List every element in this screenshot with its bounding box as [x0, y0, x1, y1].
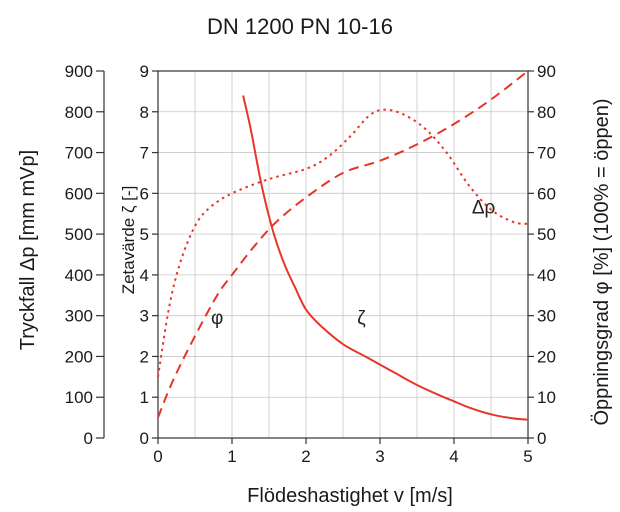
zeta-axis: 0 1 2 3 4 5 6 7 8 9	[140, 62, 158, 448]
chart-title: DN 1200 PN 10-16	[207, 14, 393, 39]
x-tick-label: 1	[227, 447, 236, 466]
pressure-axis: 0 100 200 300 400 500 600 700 800 900	[65, 62, 105, 448]
opening-tick-label: 70	[537, 144, 556, 163]
zeta-tick-label: 5	[140, 225, 149, 244]
opening-tick-label: 0	[537, 429, 546, 448]
opening-tick-label: 20	[537, 347, 556, 366]
x-tick-label: 5	[523, 447, 532, 466]
pressure-tick-label: 300	[65, 307, 93, 326]
chart-grid	[158, 71, 528, 438]
pressure-tick-label: 900	[65, 62, 93, 81]
pressure-tick-label: 700	[65, 144, 93, 163]
zeta-tick-label: 8	[140, 103, 149, 122]
opening-tick-label: 40	[537, 266, 556, 285]
x-tick-label: 2	[301, 447, 310, 466]
opening-tick-label: 30	[537, 307, 556, 326]
zeta-tick-label: 7	[140, 144, 149, 163]
plot-border	[157, 70, 529, 439]
zeta-tick-label: 9	[140, 62, 149, 81]
pressure-tick-label: 500	[65, 225, 93, 244]
pressure-tick-label: 800	[65, 103, 93, 122]
x-axis-title: Flödeshastighet v [m/s]	[247, 485, 453, 507]
opening-tick-label: 80	[537, 103, 556, 122]
pressure-axis-title: Tryckfall Δp [mm mVp]	[17, 150, 39, 350]
curve-label: ζ	[357, 308, 366, 329]
series-layer	[157, 70, 529, 421]
x-tick-label: 4	[449, 447, 458, 466]
zeta-tick-label: 0	[140, 429, 149, 448]
curve-labels: φ ζ Δρ	[211, 198, 496, 329]
curve-label: Δρ	[472, 198, 496, 219]
series-dotted-line	[157, 108, 529, 377]
opening-tick-label: 50	[537, 225, 556, 244]
zeta-tick-label: 3	[140, 307, 149, 326]
pressure-tick-label: 200	[65, 347, 93, 366]
zeta-tick-label: 2	[140, 347, 149, 366]
pressure-tick-label: 600	[65, 184, 93, 203]
pressure-tick-label: 400	[65, 266, 93, 285]
zeta-tick-label: 4	[140, 266, 149, 285]
curve-label: φ	[211, 308, 223, 329]
x-tick-label: 3	[375, 447, 384, 466]
opening-axis-title: Öppningsgrad φ [%] (100% = öppen)	[591, 98, 613, 425]
pressure-tick-label: 100	[65, 388, 93, 407]
opening-axis: 0 10 20 30 40 50 60 70 80 90	[528, 62, 556, 448]
opening-tick-label: 60	[537, 184, 556, 203]
zeta-axis-title: Zetavärde ζ [-]	[119, 186, 138, 295]
series-solid-line	[242, 95, 529, 421]
zeta-tick-label: 6	[140, 184, 149, 203]
x-tick-label: 0	[153, 447, 162, 466]
x-axis: 0 1 2 3 4 5	[153, 438, 533, 466]
opening-tick-label: 90	[537, 62, 556, 81]
zeta-tick-label: 1	[140, 388, 149, 407]
plot-frame	[157, 70, 529, 439]
pressure-tick-label: 0	[84, 429, 93, 448]
series-dashed-line	[157, 70, 529, 418]
opening-tick-label: 10	[537, 388, 556, 407]
